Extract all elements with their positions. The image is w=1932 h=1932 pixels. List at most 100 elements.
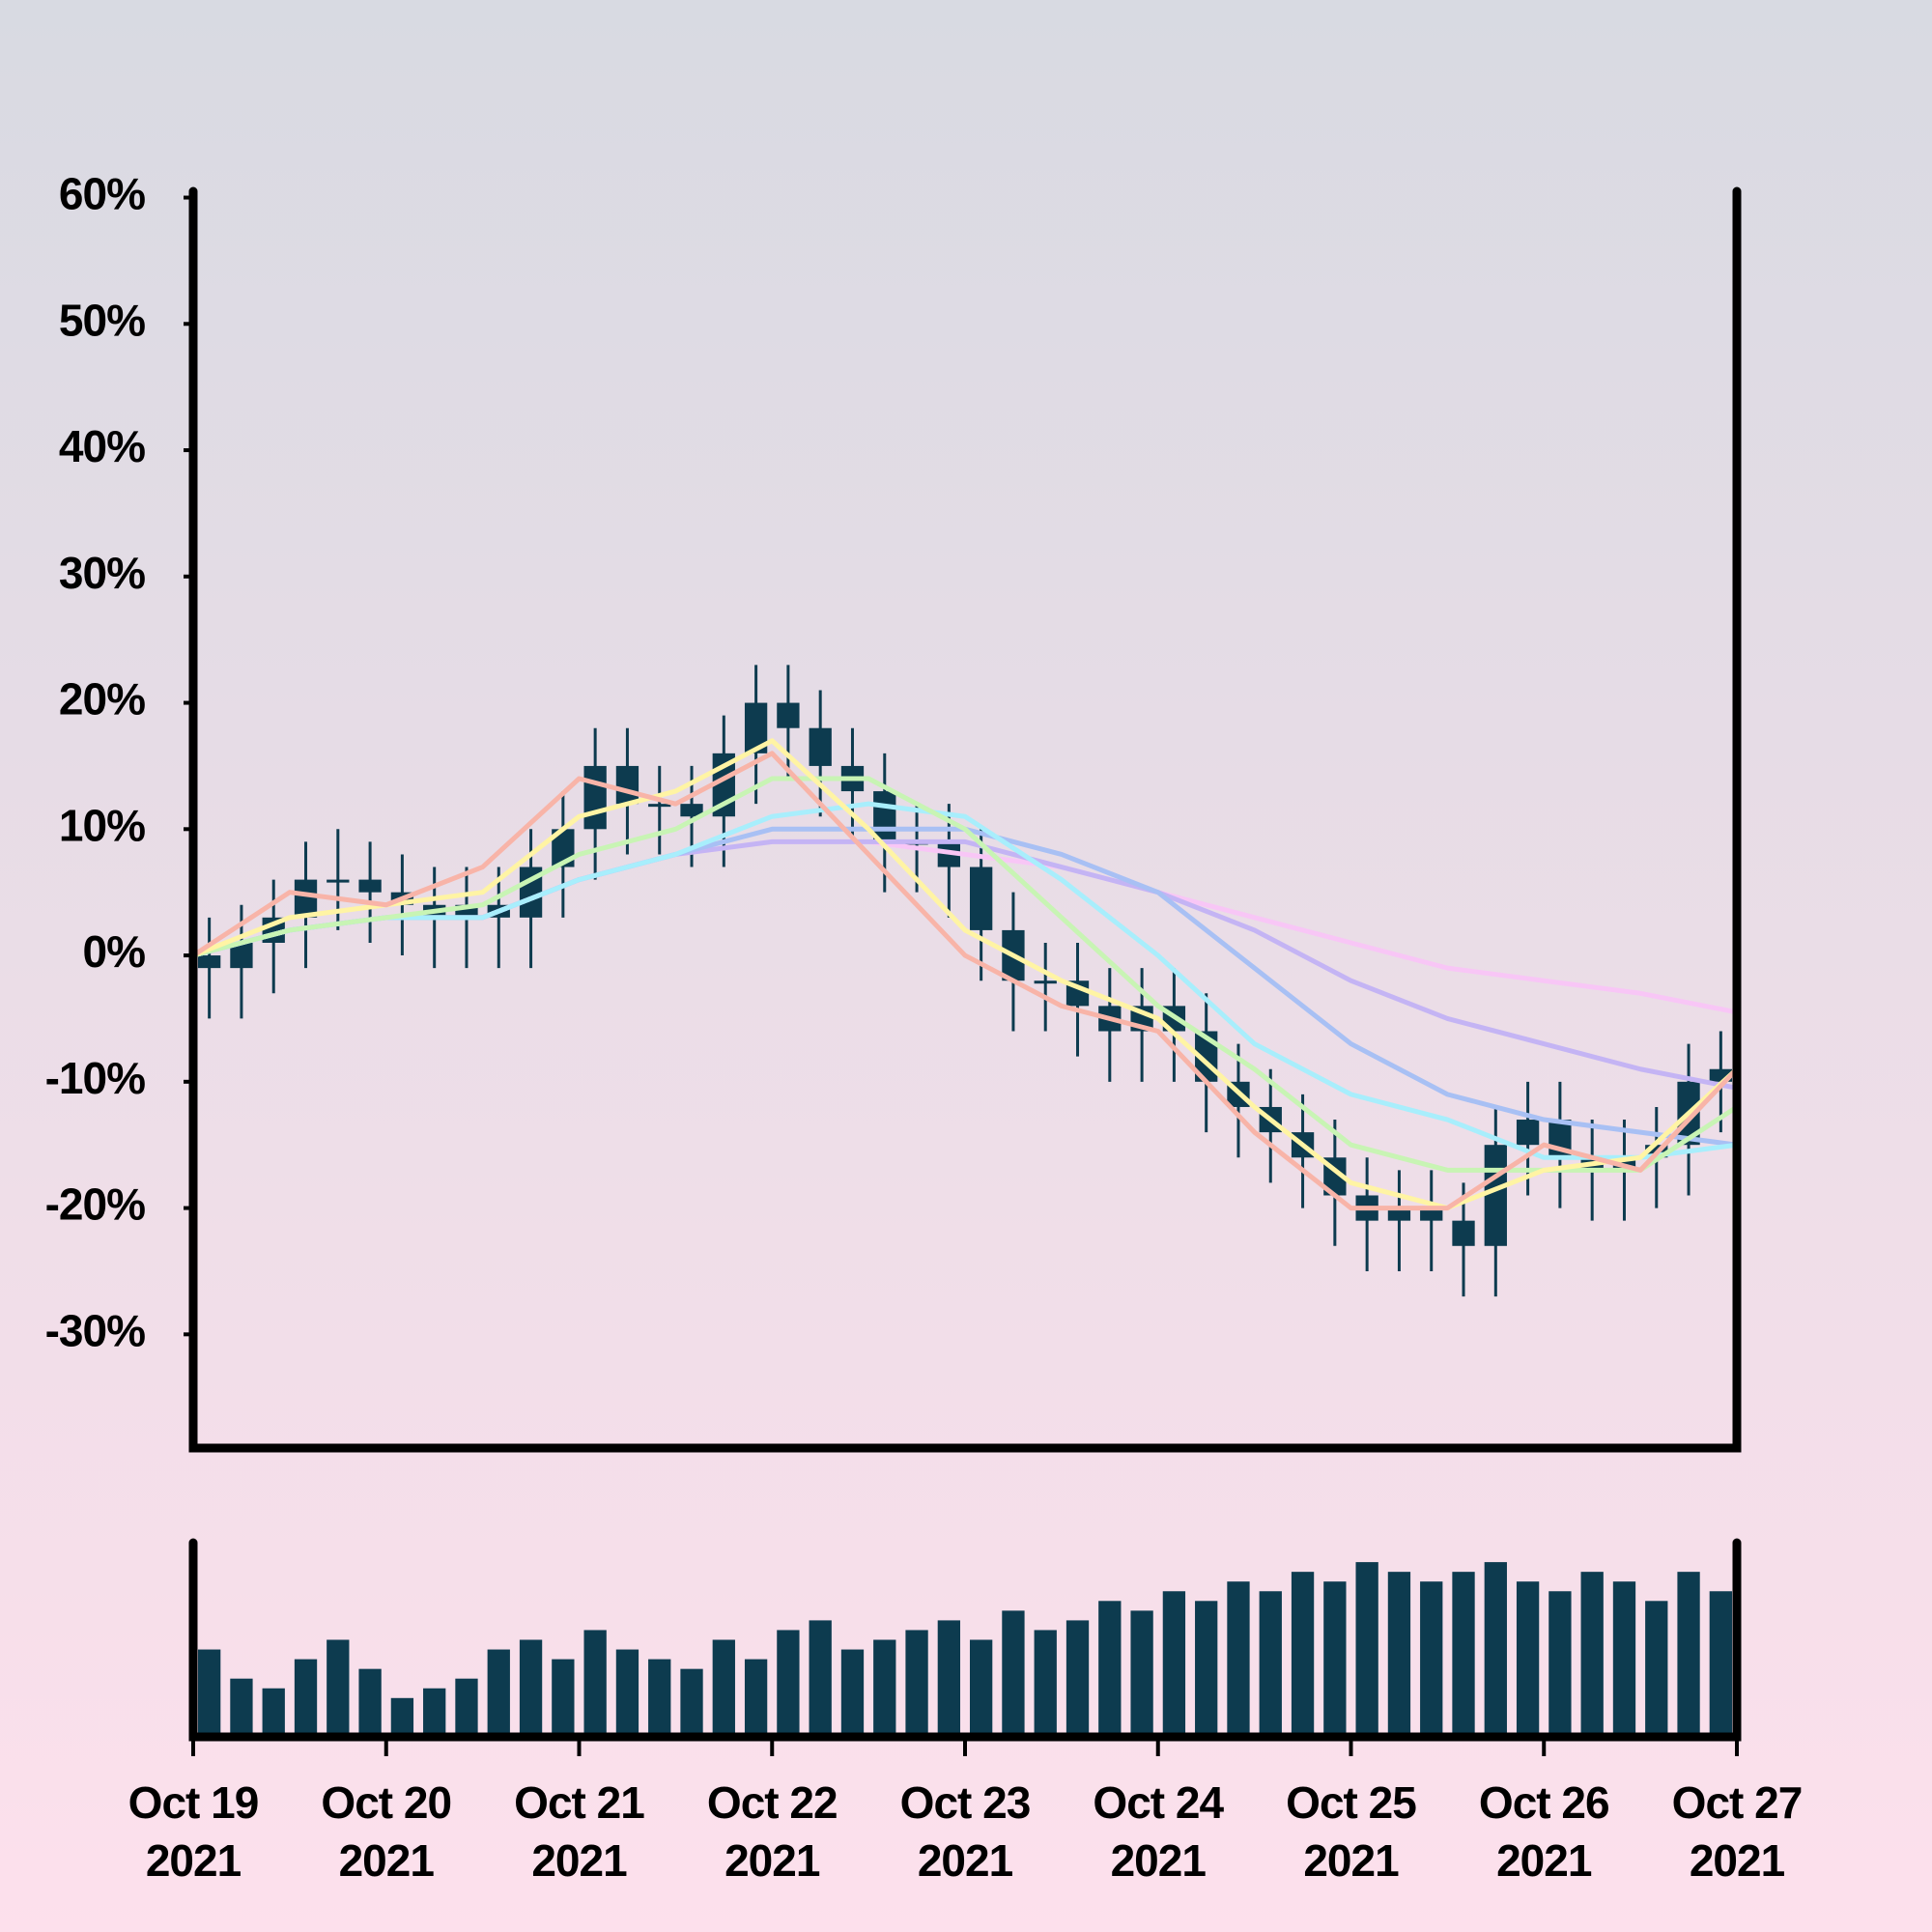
volume-bar [197, 1649, 221, 1737]
x-tick-label: Oct 22 2021 [707, 1777, 838, 1886]
volume-bar [358, 1668, 382, 1737]
volume-bar [1195, 1601, 1218, 1737]
moving-average-line [192, 826, 1738, 1148]
volume-bar [712, 1639, 735, 1737]
volume-bar [840, 1649, 865, 1737]
volume-bar [1130, 1610, 1153, 1737]
x-tick-label-line: Oct 27 [1672, 1777, 1803, 1828]
volume-bar [1034, 1630, 1057, 1737]
volume-bar [905, 1630, 928, 1737]
candle-body [1452, 1220, 1475, 1246]
volume-bar [1420, 1581, 1443, 1737]
candle-body [294, 879, 318, 918]
y-tick-label: 10% [59, 800, 145, 850]
volume-bar [1355, 1562, 1378, 1737]
axis-frame [188, 186, 1742, 1453]
candle-body [615, 765, 639, 805]
x-tick-label: Oct 20 2021 [321, 1777, 451, 1886]
volume-bar [1612, 1581, 1636, 1737]
volume-bar [519, 1639, 543, 1737]
candle-body [680, 804, 703, 817]
x-tick-label: Oct 27 2021 [1672, 1777, 1803, 1886]
x-tick-label: Oct 26 2021 [1479, 1777, 1609, 1886]
volume-bar [487, 1649, 510, 1737]
candle-body [197, 955, 221, 969]
volume-bar [1227, 1581, 1250, 1737]
volume-bar [1065, 1620, 1090, 1737]
x-tick-label-line: 2021 [918, 1835, 1013, 1886]
candle-body [519, 867, 543, 918]
x-tick-label: Oct 24 2021 [1093, 1777, 1224, 1886]
candle-body [1484, 1145, 1507, 1246]
volume-bar [1098, 1601, 1122, 1737]
x-tick-label-line: Oct 26 [1479, 1777, 1609, 1828]
volume-bar [1677, 1572, 1700, 1737]
volume-bar [680, 1668, 703, 1737]
moving-average-line [192, 838, 1738, 1091]
y-tick-label: 40% [59, 421, 145, 471]
volume-bar [615, 1649, 639, 1737]
volume-bar [294, 1659, 318, 1737]
volume-bar [1645, 1601, 1668, 1737]
volume-bar [937, 1620, 961, 1737]
y-tick-label: 20% [59, 674, 145, 724]
x-tick-label-line: Oct 24 [1093, 1777, 1224, 1828]
volume-bar [423, 1688, 446, 1737]
volume-bar [390, 1697, 414, 1737]
volume-bar [262, 1688, 285, 1737]
x-tick-label-line: 2021 [724, 1835, 820, 1886]
x-tick-label-line: Oct 22 [707, 1777, 838, 1828]
volume-bar [1516, 1581, 1540, 1737]
moving-average-line [192, 738, 1739, 1211]
volume-bar [1709, 1591, 1733, 1737]
y-tick-label: -30% [45, 1305, 145, 1355]
candle-body [1420, 1208, 1443, 1221]
volume-bar [583, 1630, 607, 1737]
y-tick-label: 50% [59, 295, 145, 345]
candle-body [358, 879, 382, 893]
volume-bar [777, 1630, 800, 1737]
x-tick-label-line: 2021 [1690, 1835, 1785, 1886]
y-tick-label: 60% [59, 169, 145, 219]
volume-bar [873, 1639, 896, 1737]
candle-body [230, 942, 253, 969]
x-tick-label-line: 2021 [146, 1835, 242, 1886]
candle-body [969, 867, 993, 930]
moving-average-line [192, 776, 1739, 1173]
volume-bar [552, 1659, 575, 1737]
x-tick-label-line: 2021 [1303, 1835, 1399, 1886]
moving-average-line [192, 801, 1738, 1160]
volume-bar [744, 1659, 768, 1737]
volume-bar [230, 1678, 253, 1737]
x-tick-label-line: 2021 [531, 1835, 627, 1886]
candle-body [873, 791, 896, 842]
volume-bar [1291, 1572, 1315, 1737]
x-tick-label: Oct 19 2021 [128, 1777, 259, 1886]
candle-body [1387, 1208, 1411, 1221]
moving-average-line [191, 751, 1739, 1211]
volume-bar [648, 1659, 671, 1737]
volume-bar [1580, 1572, 1604, 1737]
volume-bar [455, 1678, 478, 1737]
x-tick-label-line: 2021 [1111, 1835, 1207, 1886]
volume-bar [1259, 1591, 1282, 1737]
x-tick-label-line: Oct 20 [321, 1777, 451, 1828]
volume-bar [809, 1620, 832, 1737]
volume-bar [1484, 1562, 1507, 1737]
candle-body [648, 804, 671, 808]
x-tick-label-line: 2021 [1496, 1835, 1592, 1886]
volume-bar [1162, 1591, 1186, 1737]
candle-body [583, 765, 607, 830]
volume-bar [327, 1639, 350, 1737]
volume-bar [1323, 1581, 1347, 1737]
volume-bar [1002, 1610, 1025, 1737]
x-tick-label-line: 2021 [339, 1835, 435, 1886]
y-tick-label: -10% [45, 1053, 145, 1103]
y-tick-label: 30% [59, 548, 145, 598]
candle-body [744, 702, 768, 753]
y-tick-label: 0% [83, 926, 146, 977]
x-tick-label-line: Oct 25 [1286, 1777, 1416, 1828]
candle-body [1516, 1120, 1540, 1146]
candle-body [1034, 980, 1057, 984]
